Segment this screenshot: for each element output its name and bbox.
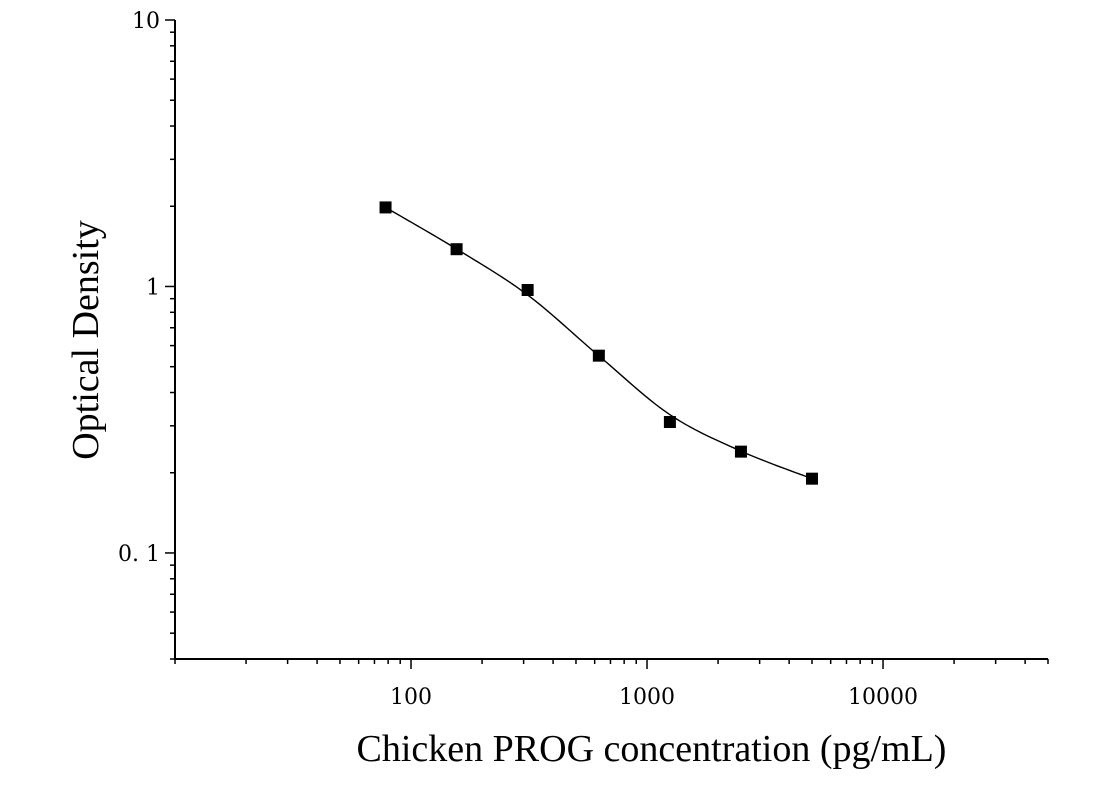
x-axis-title: Chicken PROG concentration (pg/mL)	[357, 728, 947, 770]
axes	[165, 19, 1049, 669]
data-point	[379, 201, 392, 214]
y-tick-labels: 0. 1 1 10	[118, 9, 160, 567]
data-point	[805, 472, 818, 485]
data-point	[521, 284, 534, 297]
x-tick-labels: 100 1000 10000	[390, 685, 918, 710]
data-point	[450, 243, 463, 256]
data-point	[592, 349, 605, 362]
x-tick-label: 100	[390, 685, 432, 710]
y-tick-label: 10	[132, 9, 160, 34]
y-axis-title: Optical Density	[65, 220, 107, 460]
x-tick-label: 10000	[848, 685, 918, 710]
x-tick-label: 1000	[619, 685, 675, 710]
data-point	[734, 445, 747, 458]
x-ticks	[174, 659, 1049, 669]
y-tick-label: 0. 1	[118, 542, 160, 567]
y-tick-label: 1	[146, 275, 160, 300]
data-points	[379, 201, 818, 485]
y-ticks	[165, 19, 175, 660]
data-point	[663, 416, 676, 429]
fit-curve	[385, 206, 813, 480]
